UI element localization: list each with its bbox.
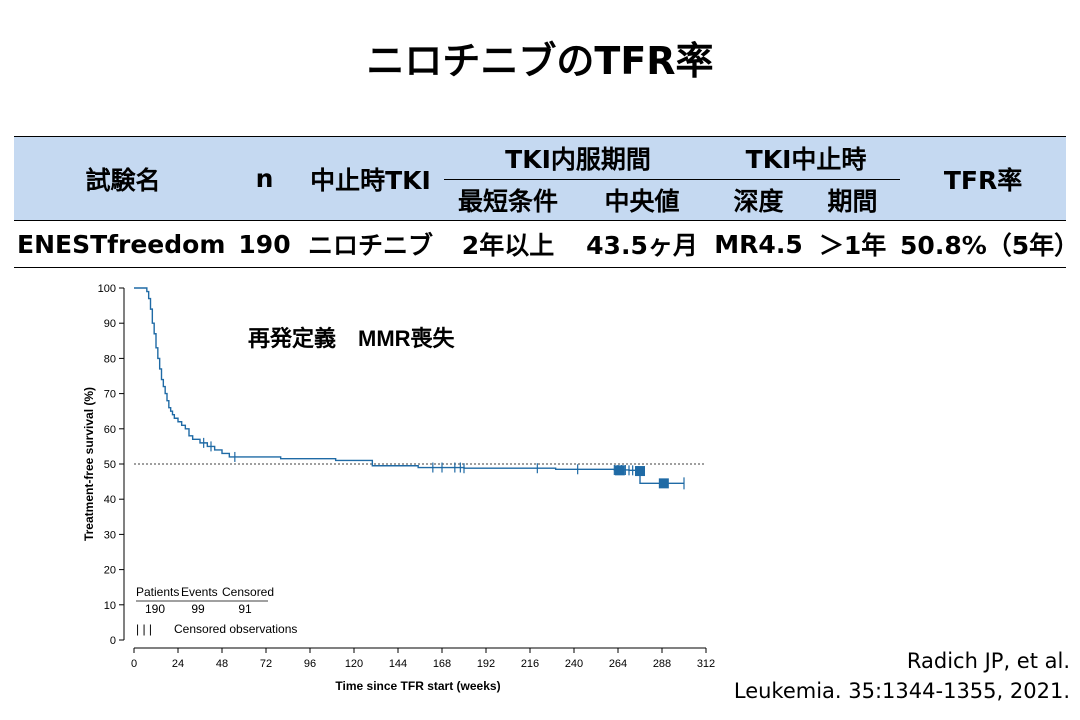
- y-tick-label: 20: [104, 565, 116, 577]
- x-tick-label: 264: [609, 658, 627, 670]
- x-tick-label: 168: [433, 658, 451, 670]
- y-tick-label: 0: [110, 635, 116, 647]
- risk-value-patients: 190: [145, 602, 165, 616]
- censor-block: [614, 465, 625, 476]
- header-tki: 中止時TKI: [297, 136, 444, 221]
- x-tick-label: 144: [389, 658, 407, 670]
- cell-tfr: 50.8%（5年）: [900, 231, 1080, 260]
- cell-period: ＞1年: [818, 231, 887, 260]
- cell-tki: ニロチニブ: [307, 231, 433, 260]
- risk-value-censored: 91: [238, 602, 252, 616]
- risk-header-censored: Censored: [222, 585, 274, 599]
- x-tick-label: 120: [345, 658, 363, 670]
- x-tick-label: 24: [172, 658, 184, 670]
- y-tick-label: 10: [104, 600, 116, 612]
- risk-header-patients: Patients: [136, 585, 179, 599]
- cell-depth: MR4.5: [714, 229, 803, 259]
- survival-curve: [134, 287, 684, 485]
- y-tick-label: 60: [104, 424, 116, 436]
- x-tick-label: 288: [653, 658, 671, 670]
- table-row: ENESTfreedom 190 ニロチニブ 2年以上 43.5ヶ月 MR4.5…: [14, 220, 1080, 268]
- y-tick-label: 90: [104, 318, 116, 330]
- header-trial: 試験名: [14, 136, 232, 221]
- slide-title: ニロチニブのTFR率: [366, 39, 714, 83]
- header-n: n: [232, 136, 297, 221]
- header-period: 期間: [805, 179, 901, 221]
- citation-line-1: Radich JP, et al.: [906, 649, 1070, 673]
- citation-line-2: Leukemia. 35:1344-1355, 2021.: [733, 679, 1070, 703]
- x-tick-label: 192: [477, 658, 495, 670]
- censor-legend: Censored observations: [174, 622, 297, 636]
- header-median: 中央値: [572, 179, 713, 221]
- citation: Radich JP, et al. Leukemia. 35:1344-1355…: [734, 646, 1070, 706]
- header-tfr: TFR率: [900, 136, 1067, 221]
- y-tick-label: 80: [104, 353, 116, 365]
- y-tick-label: 100: [98, 283, 116, 295]
- trial-summary-table: 試験名 n 中止時TKI TKI内服期間 TKI中止時 TFR率 最短条件 中央…: [14, 136, 1080, 268]
- cell-n: 190: [238, 229, 291, 259]
- censor-block: [658, 478, 669, 489]
- y-tick-label: 30: [104, 529, 116, 541]
- y-tick-label: 70: [104, 389, 116, 401]
- x-tick-label: 312: [697, 658, 715, 670]
- y-tick-label: 40: [104, 494, 116, 506]
- risk-table: Patients Events Censored 190 99 91 | | |…: [136, 585, 297, 636]
- y-axis-label: Treatment-free survival (%): [82, 387, 96, 541]
- km-chart: 0 10 20 30 40 50 60 70 80 90 100 0 24 48 72 96 120 144 168…: [0, 270, 740, 710]
- x-tick-label: 0: [131, 658, 137, 670]
- header-min-condition: 最短条件: [444, 179, 572, 221]
- x-tick-label: 72: [260, 658, 272, 670]
- x-tick-label: 240: [565, 658, 583, 670]
- chart-annotation: 再発定義 MMR喪失: [248, 326, 456, 351]
- y-tick-label: 50: [104, 459, 116, 471]
- x-axis-label: Time since TFR start (weeks): [335, 679, 500, 693]
- censor-block: [635, 466, 645, 477]
- risk-header-events: Events: [181, 585, 218, 599]
- x-tick-label: 216: [521, 658, 539, 670]
- header-duration-group: TKI内服期間: [444, 136, 713, 180]
- km-chart-svg: 0 10 20 30 40 50 60 70 80 90 100 0 24 48 72 96 120 144 168…: [82, 283, 715, 693]
- censor-legend-glyphs: | | |: [136, 622, 152, 636]
- risk-value-events: 99: [191, 602, 205, 616]
- cell-median: 43.5ヶ月: [586, 231, 698, 260]
- header-depth: 深度: [712, 179, 806, 221]
- x-tick-label: 96: [304, 658, 316, 670]
- cell-trial: ENESTfreedom: [17, 229, 226, 259]
- cell-min-condition: 2年以上: [461, 231, 555, 260]
- x-tick-label: 48: [216, 658, 228, 670]
- header-stop-group: TKI中止時: [712, 136, 901, 180]
